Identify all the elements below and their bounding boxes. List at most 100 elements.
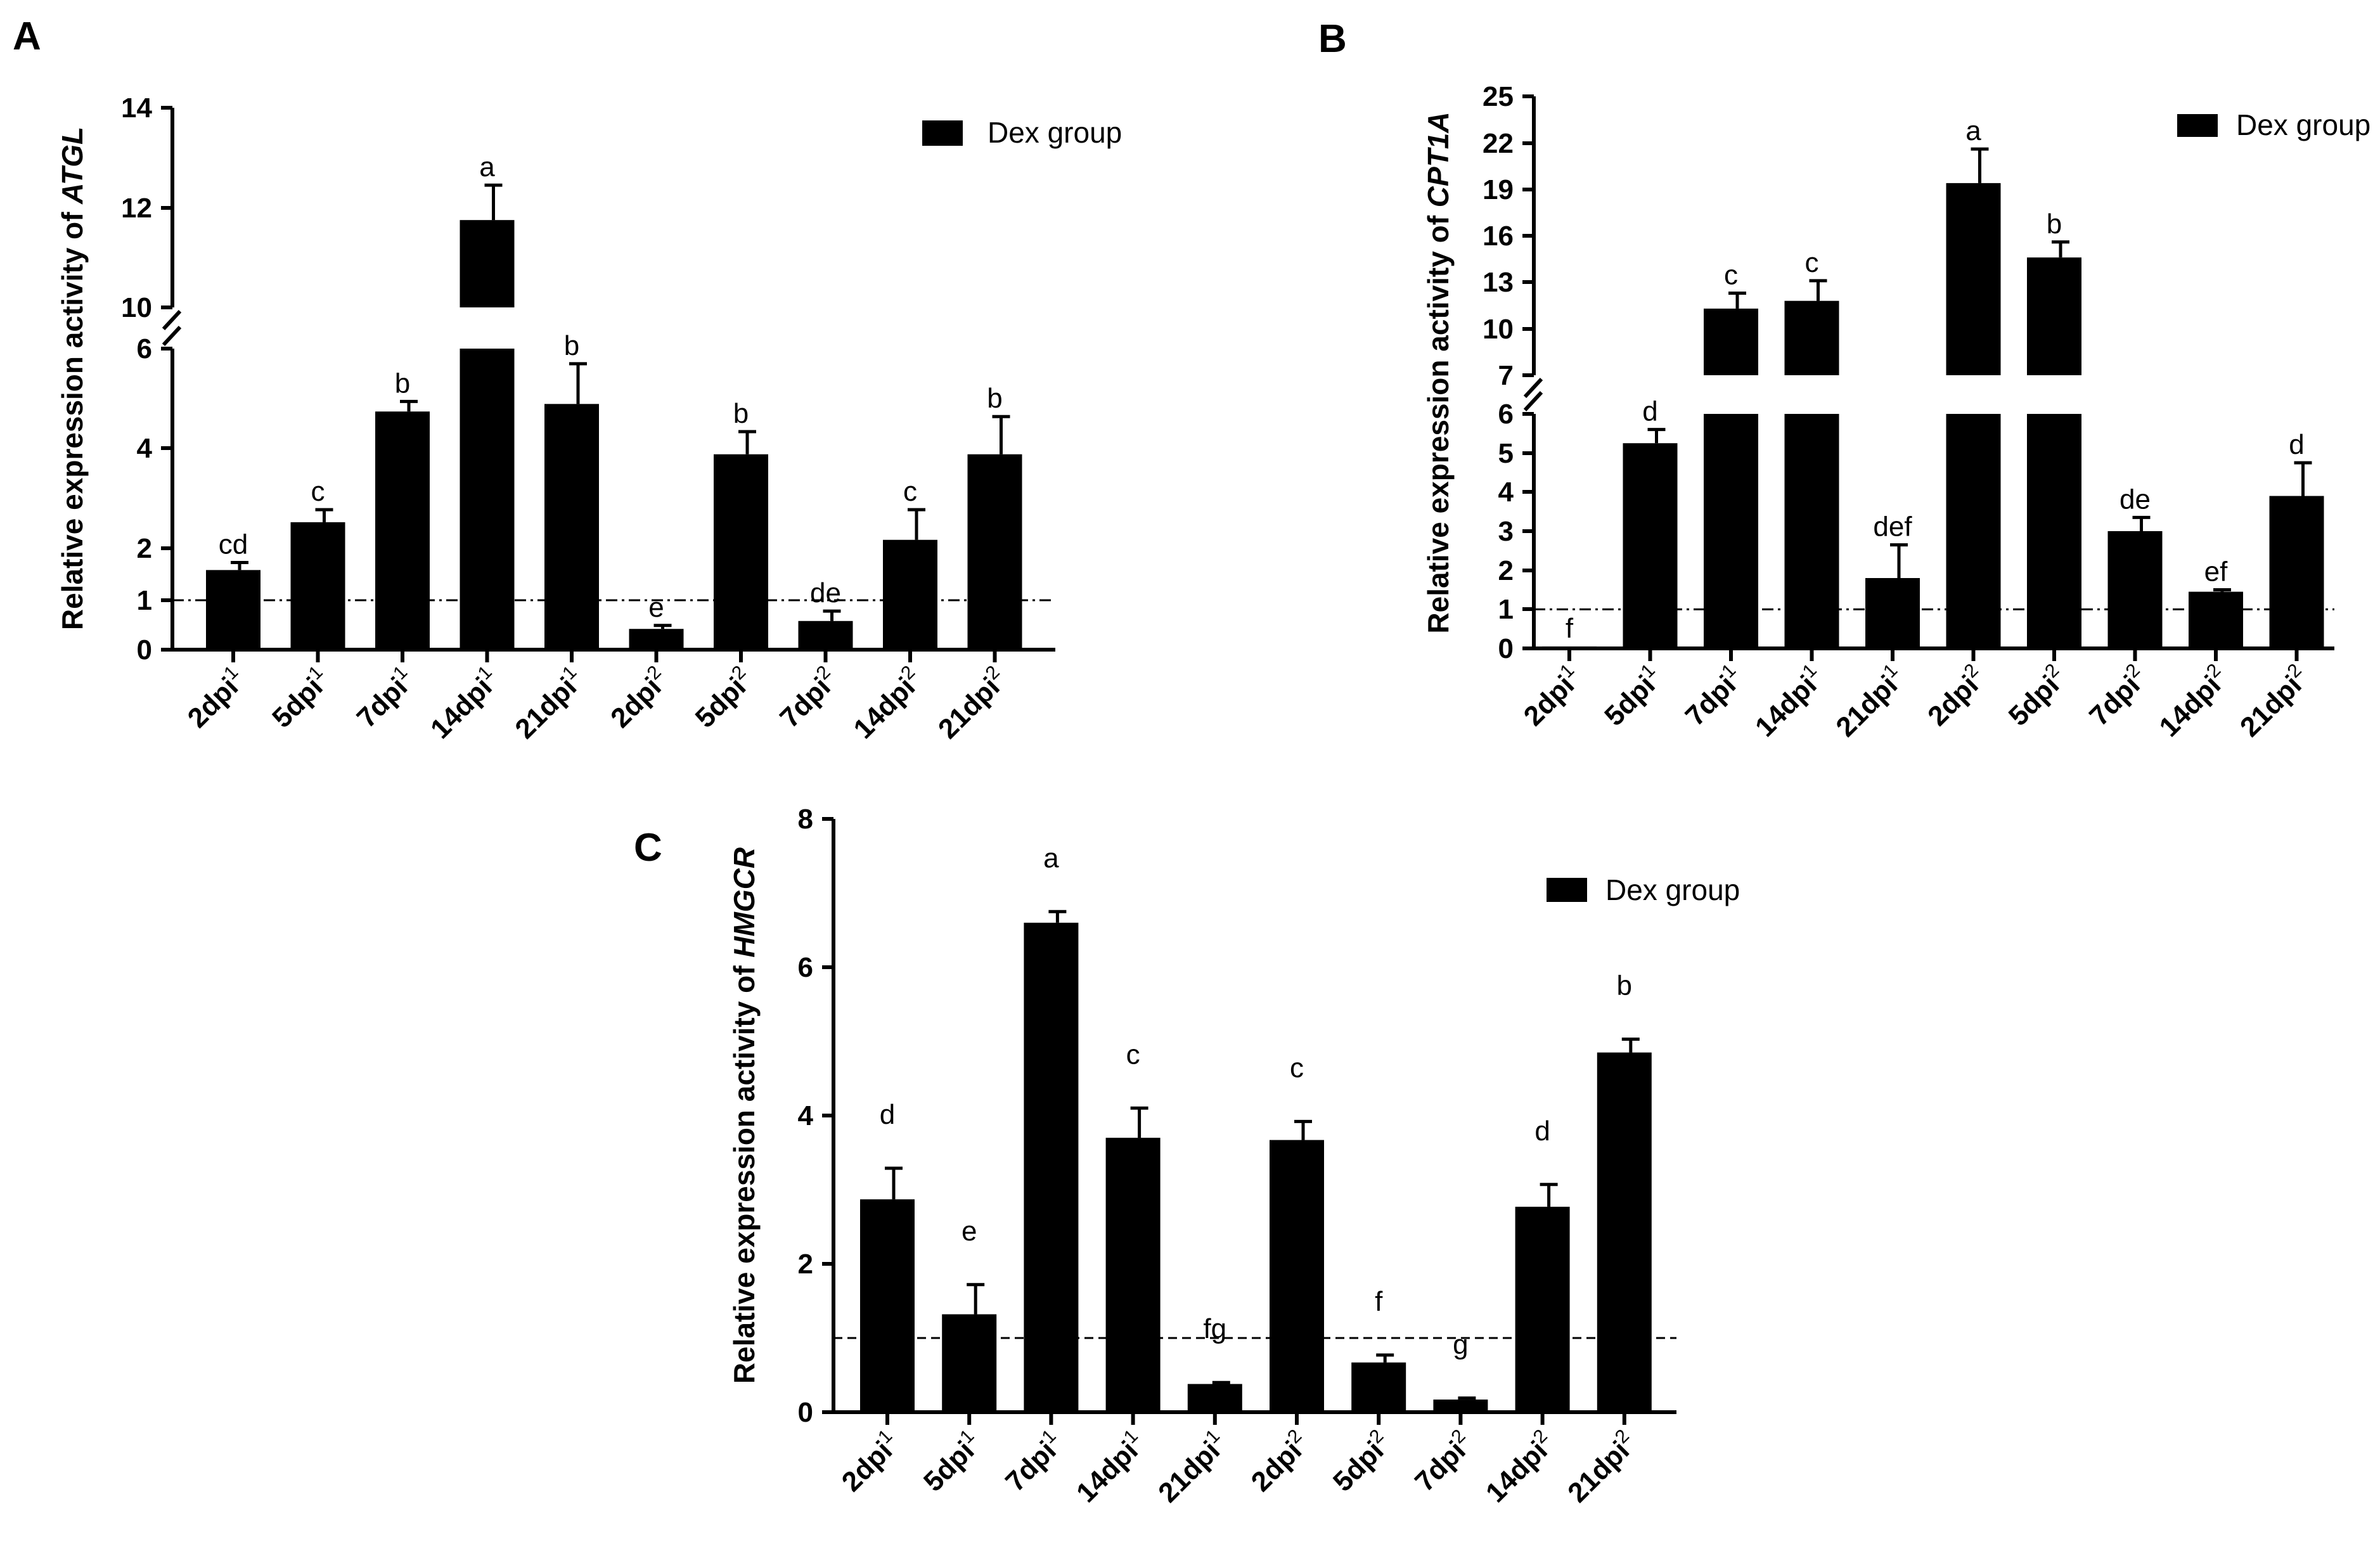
significance-letter: b — [395, 368, 410, 399]
y-tick-label: 0 — [798, 1397, 813, 1428]
x-tick-label: 7dpi1 — [349, 662, 421, 734]
x-tick-label: 7dpi1 — [998, 1425, 1070, 1498]
x-tick-label: 21dpi2 — [930, 662, 1013, 745]
legend-label: Dex group — [1605, 873, 1740, 906]
bar — [1865, 578, 1920, 648]
y-tick-label: 3 — [1498, 516, 1514, 547]
significance-letter: g — [1453, 1329, 1468, 1360]
x-tick-label: 14dpi1 — [422, 662, 505, 745]
x-tick-label: 2dpi1 — [1515, 660, 1588, 732]
significance-letter: fg — [1203, 1313, 1226, 1344]
bar — [375, 411, 430, 650]
legend-swatch — [2177, 114, 2218, 137]
significance-letter: def — [1873, 511, 1912, 543]
y-axis-label: Relative expression activity of ATGL — [56, 127, 89, 630]
significance-letter: de — [2119, 484, 2151, 515]
bar — [2189, 591, 2243, 648]
x-tick-label: 14dpi2 — [2151, 660, 2234, 743]
x-tick-label: 21dpi1 — [507, 662, 590, 745]
significance-letter: a — [1043, 842, 1059, 873]
y-tick-label: 4 — [137, 433, 153, 464]
bar — [2027, 257, 2081, 375]
axis-break-mark — [162, 309, 182, 331]
bar — [1024, 922, 1079, 1412]
y-tick-label: 10 — [121, 292, 152, 323]
panel-a-ylabel: Relative expression activity of ATGL — [56, 127, 89, 630]
bar — [1704, 308, 1758, 375]
bar — [290, 522, 345, 650]
significance-letter: d — [2289, 429, 2304, 460]
x-tick-label: 14dpi2 — [846, 662, 929, 745]
x-tick-label: 21dpi2 — [1560, 1425, 1643, 1509]
x-tick-label: 5dpi1 — [264, 662, 337, 734]
bar — [1433, 1399, 1488, 1412]
bar — [460, 349, 515, 650]
y-tick-label: 2 — [137, 533, 152, 564]
panel-c-label: C — [634, 826, 662, 870]
significance-letter: c — [1724, 259, 1738, 290]
panel-b-bars: f d c c def a b de ef d — [1542, 115, 2324, 648]
x-tick-label: 2dpi1 — [179, 662, 252, 734]
y-tick-label: 13 — [1483, 267, 1514, 298]
panel-b-ylabel: Relative expression activity of CPT1A — [1422, 112, 1455, 633]
bar — [460, 220, 515, 307]
y-tick-label: 1 — [137, 585, 152, 616]
x-tick-label: 21dpi1 — [1150, 1425, 1233, 1509]
significance-letter: ef — [2204, 556, 2228, 588]
significance-letter: f — [1375, 1286, 1383, 1317]
y-axis-label-gene: CPT1A — [1422, 112, 1455, 207]
bar — [2027, 414, 2081, 648]
bar — [1542, 646, 1597, 648]
x-tick-label: 21dpi2 — [2232, 660, 2315, 743]
significance-letter: e — [648, 592, 664, 623]
bar — [1946, 183, 2001, 375]
y-tick-label: 16 — [1483, 221, 1514, 252]
x-tick-label: 14dpi2 — [1477, 1425, 1560, 1509]
bar — [1623, 443, 1678, 648]
panel-c-xticks: 2dpi1 5dpi1 7dpi1 14dpi1 21dpi1 2dpi2 5dpi2 7dp… — [836, 1412, 1643, 1509]
x-tick-label: 7dpi2 — [2081, 660, 2154, 732]
y-tick-label: 25 — [1483, 81, 1514, 112]
y-tick-label: 6 — [1498, 399, 1514, 430]
bar — [1351, 1362, 1406, 1412]
significance-letter: f — [1566, 613, 1574, 644]
bar — [2107, 531, 2163, 648]
y-tick-label: 22 — [1483, 128, 1514, 159]
y-tick-label: 2 — [1498, 555, 1514, 586]
y-tick-label: 6 — [137, 333, 152, 364]
significance-letter: d — [880, 1099, 895, 1130]
bar — [714, 454, 768, 650]
y-axis-label-gene: ATGL — [56, 127, 89, 205]
y-tick-label: 1 — [1498, 594, 1514, 625]
bar — [1946, 414, 2001, 648]
significance-letter: e — [962, 1216, 977, 1247]
panel-b: B Relative expression activity of CPT1A … — [1318, 17, 2370, 743]
x-tick-label: 21dpi1 — [1828, 660, 1911, 743]
bar — [1187, 1384, 1242, 1412]
x-tick-label: 7dpi2 — [1407, 1425, 1479, 1498]
significance-letter: b — [564, 330, 579, 361]
panel-c: C Relative expression activity of HMGCR … — [634, 804, 1740, 1509]
bar — [1704, 414, 1758, 648]
y-tick-label: 8 — [798, 804, 813, 835]
bar — [544, 404, 599, 650]
significance-letter: c — [311, 476, 325, 507]
y-tick-label: 12 — [121, 193, 152, 224]
y-tick-label: 14 — [121, 93, 152, 124]
bar — [967, 454, 1022, 650]
y-axis-label-gene: HMGCR — [728, 847, 761, 958]
bar — [883, 539, 937, 650]
panel-a: A Relative expression activity of ATGL 0… — [13, 15, 1122, 745]
significance-letter: d — [1534, 1116, 1550, 1147]
y-tick-label: 19 — [1483, 174, 1514, 205]
significance-letter: c — [1290, 1052, 1304, 1083]
y-axis-label-text: Relative expression activity of — [1422, 207, 1455, 633]
bar — [1270, 1140, 1324, 1412]
significance-letter: a — [479, 151, 495, 183]
panel-c-legend: Dex group — [1547, 873, 1740, 906]
panel-c-ylabel: Relative expression activity of HMGCR — [728, 847, 761, 1384]
x-tick-label: 7dpi1 — [1677, 660, 1749, 732]
axis-break-mark — [162, 325, 182, 347]
